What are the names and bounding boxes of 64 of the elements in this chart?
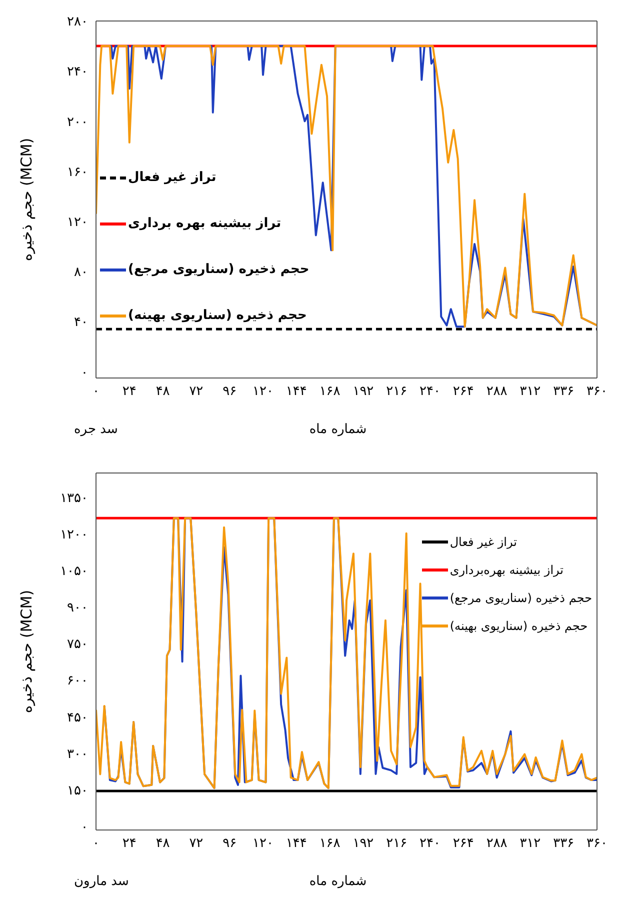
- x-tick-label: ۴۸: [156, 384, 170, 400]
- legend-label: حجم ذخیره (سناریوی مرجع): [450, 588, 592, 608]
- legend-label: تراز بیشینه بهره‌برداری: [450, 560, 564, 580]
- y-tick-label: ۱۵۰: [67, 783, 88, 798]
- x-tick-label: ۲۴۰: [420, 836, 440, 852]
- y-tick-label: ۸۰: [74, 265, 88, 280]
- x-tick-label: ۴۸: [156, 836, 170, 852]
- x-tick-label: ۹۶: [222, 836, 237, 852]
- x-tick-label: ۲۱۶: [386, 384, 408, 400]
- y-tick-label: ۳۰۰: [67, 746, 88, 762]
- legend-label: تراز غیر فعال: [128, 168, 216, 188]
- text: سد جره: [74, 422, 118, 437]
- x-tick-label: ۲۶۴: [452, 836, 474, 852]
- x-tick-label: ۱۲۰: [252, 384, 274, 400]
- x-tick-label: ۱۴۴: [286, 836, 307, 852]
- x-tick-label: ۲۸۸: [486, 836, 508, 852]
- x-tick-label: ۰: [92, 384, 100, 400]
- y-tick-label: ۴۵۰: [67, 710, 88, 726]
- y-tick-label: ۱۲۰: [67, 215, 88, 230]
- x-tick-label: ۱۶۸: [319, 384, 340, 400]
- x-tick-label: ۳۶۰: [586, 384, 608, 400]
- y-tick-label: ۱۳۵۰: [60, 490, 88, 506]
- x-tick-label: ۲۴۰: [420, 384, 440, 400]
- y-tick-label: ۲۴۰: [67, 64, 88, 80]
- x-tick-label: ۳۶۰: [586, 836, 608, 852]
- y-tick-label: ۶۰۰: [67, 674, 88, 689]
- x-tick-label: ۲۴: [122, 836, 136, 852]
- x-tick-label: ۱۴۴: [286, 384, 307, 400]
- legend-label: حجم ذخیره (سناریوی بهینه): [450, 616, 588, 636]
- y-tick-label: ۱۶۰: [67, 164, 88, 180]
- x-tick-label: ۳۱۲: [520, 384, 541, 400]
- y-tick-label: ۴۰: [74, 315, 88, 330]
- y-tick-label: ۰: [81, 365, 88, 380]
- x-axis-title: شماره ماه: [309, 874, 367, 889]
- x-tick-label: ۱۹۲: [352, 384, 374, 400]
- y-tick-label: ۲۸۰: [67, 14, 88, 30]
- x-tick-label: ۲۱۶: [386, 836, 408, 852]
- x-tick-label: ۲۴: [122, 384, 136, 400]
- legend-label: تراز بیشینه بهره برداری: [128, 214, 282, 234]
- legend-label: تراز غیر فعال: [450, 532, 517, 552]
- x-tick-label: ۳۱۲: [520, 836, 541, 852]
- x-tick-label: ۹۶: [222, 384, 237, 400]
- y-tick-label: ۲۰۰: [67, 114, 88, 130]
- x-tick-label: ۳۳۶: [553, 384, 574, 400]
- legend-label: حجم ذخیره (سناریوی مرجع): [128, 260, 310, 280]
- x-tick-label: ۱۲۰: [252, 836, 274, 852]
- legend-label: حجم ذخیره (سناریوی بهینه): [128, 306, 307, 326]
- x-tick-label: ۱۹۲: [352, 836, 374, 852]
- x-tick-label: ۲۶۴: [452, 384, 474, 400]
- x-tick-label: ۷۲: [189, 836, 204, 852]
- x-axis-title: شماره ماه: [309, 422, 367, 437]
- y-tick-label: ۹۰۰: [67, 600, 88, 616]
- x-tick-label: ۰: [92, 836, 100, 852]
- y-tick-label: ۰: [81, 820, 88, 835]
- x-tick-label: ۱۶۸: [319, 836, 340, 852]
- text: سد مارون: [74, 874, 129, 889]
- y-axis-title: حجم ذخیره (MCM): [17, 590, 36, 714]
- y-tick-label: ۱۰۵۰: [60, 564, 88, 580]
- y-tick-label: ۱۲۰۰: [60, 528, 88, 543]
- x-tick-label: ۳۳۶: [553, 836, 574, 852]
- y-tick-label: ۷۵۰: [67, 637, 88, 652]
- x-tick-label: ۷۲: [189, 384, 204, 400]
- y-axis-title: حجم ذخیره (MCM): [17, 138, 36, 262]
- x-tick-label: ۲۸۸: [486, 384, 508, 400]
